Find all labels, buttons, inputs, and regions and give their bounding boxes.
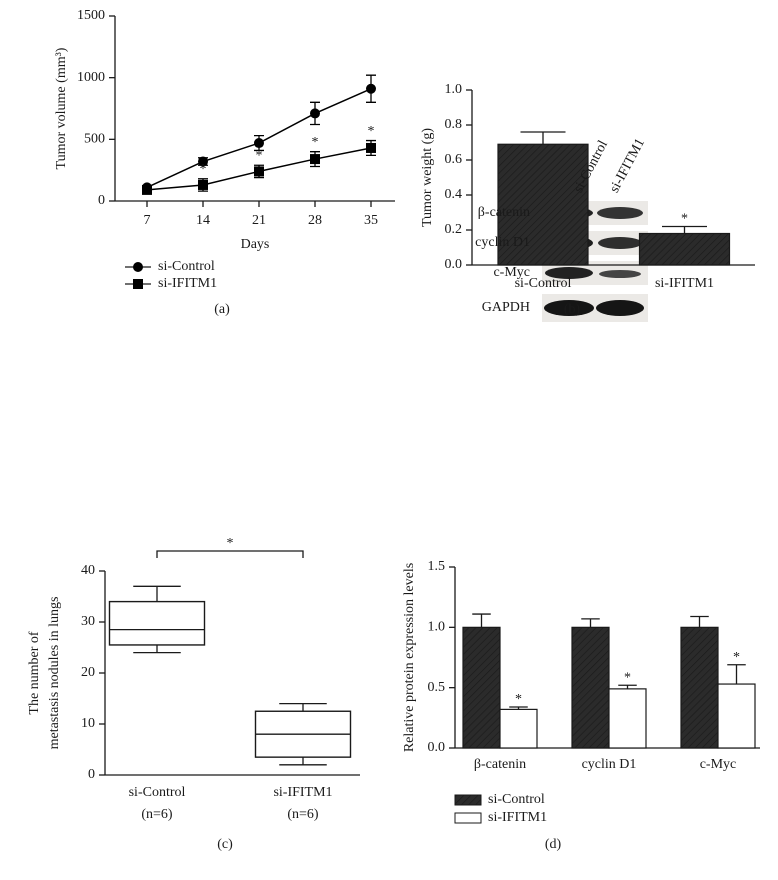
panel-label: (a)	[214, 302, 230, 317]
x-tick-label: si-Control	[129, 785, 186, 800]
bar	[499, 708, 538, 749]
bar	[680, 626, 719, 749]
significance-mark: *	[256, 148, 263, 163]
y-tick-label: 0.0	[445, 257, 463, 272]
x-tick-label: 35	[364, 213, 378, 228]
data-point	[310, 108, 320, 119]
panel-label: (b)	[564, 302, 581, 317]
y-axis-label: metastasis nodules in lungs	[47, 597, 62, 750]
y-tick-label: 500	[84, 132, 105, 147]
x-tick-label: si-IFITM1	[273, 785, 332, 800]
significance-mark: *	[515, 692, 522, 707]
legend-label: si-IFITM1	[488, 810, 547, 825]
significance-mark: *	[733, 650, 740, 665]
sample-size: (n=6)	[287, 807, 319, 822]
x-tick-label: 14	[196, 213, 210, 228]
data-point	[366, 142, 376, 153]
significance-bracket	[156, 550, 304, 558]
legend-marker	[133, 262, 143, 272]
data-point	[198, 156, 208, 167]
y-tick-label: 0.8	[445, 117, 463, 132]
x-axis-label: Days	[241, 237, 270, 252]
blot-band	[544, 300, 594, 316]
y-tick-label: 1000	[77, 70, 105, 85]
box	[108, 600, 206, 646]
legend-swatch	[454, 812, 482, 824]
data-point	[254, 166, 264, 177]
panel-label: (c)	[217, 837, 233, 852]
significance-mark: *	[200, 162, 207, 177]
blot-row-label: cyclin D1	[475, 235, 530, 250]
legend-label: si-IFITM1	[158, 276, 217, 291]
blot-row-label: GAPDH	[482, 300, 530, 315]
y-tick-label: 40	[81, 563, 95, 578]
data-point	[254, 138, 264, 149]
y-tick-label: 1.0	[445, 82, 463, 97]
data-point	[366, 83, 376, 94]
legend-marker	[133, 279, 143, 289]
x-tick-label: 7	[144, 213, 151, 228]
y-tick-label: 30	[81, 614, 95, 629]
bar	[571, 626, 610, 749]
blot-band	[599, 270, 641, 278]
y-tick-label: 0	[88, 767, 95, 782]
y-tick-label: 0.0	[428, 740, 446, 755]
y-tick-label: 0	[98, 193, 105, 208]
x-tick-label: β-catenin	[474, 757, 526, 772]
significance-mark: *	[368, 124, 375, 139]
x-tick-label: 28	[308, 213, 322, 228]
data-point	[142, 184, 152, 195]
x-tick-label: si-IFITM1	[655, 276, 714, 291]
data-point	[310, 154, 320, 165]
bar	[462, 626, 501, 749]
panel-label: (d)	[545, 837, 562, 852]
y-axis-label: Tumor volume (mm³)	[54, 47, 69, 169]
y-tick-label: 1.0	[428, 620, 446, 635]
x-tick-label: cyclin D1	[582, 757, 637, 772]
legend-swatch	[454, 794, 482, 806]
x-tick-label: si-Control	[515, 276, 572, 291]
y-tick-label: 0.5	[428, 680, 446, 695]
significance-mark: *	[624, 670, 631, 685]
blot-row-label: β-catenin	[478, 205, 530, 220]
bar	[608, 688, 647, 749]
y-axis-label: The number of	[27, 631, 42, 715]
bar	[497, 143, 589, 266]
x-tick-label: 21	[252, 213, 266, 228]
y-axis-label: Relative protein expression levels	[402, 563, 417, 752]
blot-row-label: c-Myc	[493, 265, 530, 280]
y-tick-label: 1500	[77, 8, 105, 23]
blot-band	[598, 237, 642, 249]
significance-mark: *	[312, 135, 319, 150]
significance-mark: *	[681, 212, 688, 227]
blot-band	[596, 300, 644, 316]
blot-band	[597, 207, 643, 219]
bar	[638, 232, 731, 266]
blot-band	[545, 267, 593, 279]
legend-label: si-Control	[488, 792, 545, 807]
significance-mark: *	[227, 536, 234, 551]
x-tick-label: c-Myc	[700, 757, 737, 772]
y-tick-label: 10	[81, 716, 95, 731]
legend-label: si-Control	[158, 259, 215, 274]
y-tick-label: 0.4	[445, 187, 463, 202]
data-point	[198, 179, 208, 190]
bar	[717, 683, 756, 749]
sample-size: (n=6)	[141, 807, 173, 822]
y-tick-label: 20	[81, 665, 95, 680]
blot-lane-label: si-IFITM1	[607, 136, 648, 195]
y-tick-label: 0.2	[445, 222, 463, 237]
y-tick-label: 1.5	[428, 559, 446, 574]
y-axis-label: Tumor weight (g)	[420, 128, 435, 227]
y-tick-label: 0.6	[445, 152, 463, 167]
